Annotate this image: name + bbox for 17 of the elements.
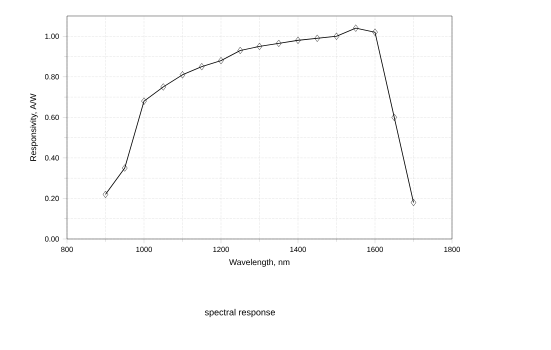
point (314, 34, 320, 42)
x-axis-title: Wavelength, nm (229, 258, 290, 267)
point (102, 190, 108, 198)
y-axis-title: Responsivity, A/W (30, 93, 38, 161)
point (180, 71, 186, 78)
point (410, 198, 416, 206)
point (141, 98, 147, 105)
point (353, 24, 358, 32)
point (334, 32, 340, 40)
point (392, 114, 397, 121)
point (372, 28, 378, 36)
text: spectral response (204, 308, 275, 318)
point (295, 36, 301, 44)
point (276, 40, 282, 47)
point (199, 63, 204, 70)
point (256, 42, 262, 50)
point (218, 57, 224, 64)
